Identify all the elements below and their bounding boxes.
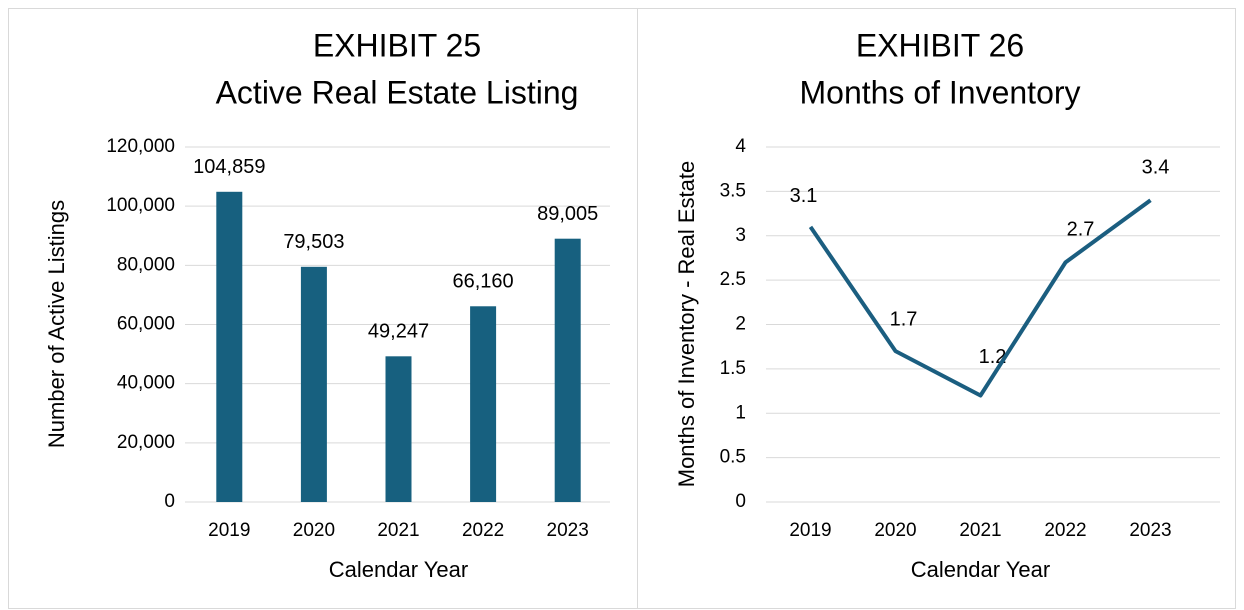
data-label: 3.1	[790, 185, 818, 207]
data-label: 2.7	[1067, 219, 1095, 241]
data-label: 104,859	[193, 156, 265, 178]
y-tick-label: 3	[735, 225, 746, 246]
y-tick-label: 2	[735, 314, 746, 335]
y-tick-label: 4	[735, 136, 746, 157]
x-tick-label: 2020	[874, 520, 916, 541]
x-tick-label: 2023	[547, 520, 589, 541]
chart-title: Active Real Estate Listing	[216, 74, 579, 110]
x-tick-label: 2022	[1044, 520, 1086, 541]
y-tick-label: 0.5	[720, 447, 746, 468]
x-tick-label: 2019	[208, 520, 250, 541]
y-tick-label: 100,000	[106, 195, 175, 216]
x-tick-label: 2022	[462, 520, 504, 541]
y-tick-label: 40,000	[117, 373, 175, 394]
data-label: 1.7	[890, 308, 918, 330]
x-tick-label: 2021	[377, 520, 419, 541]
y-tick-label: 20,000	[117, 432, 175, 453]
bar	[385, 356, 412, 502]
data-label: 3.4	[1142, 157, 1170, 179]
y-tick-label: 80,000	[117, 254, 175, 275]
data-label: 66,160	[453, 271, 514, 293]
x-tick-label: 2019	[789, 520, 831, 541]
x-axis-label: Calendar Year	[911, 557, 1050, 582]
panel-border	[637, 8, 1236, 609]
data-label: 89,005	[537, 203, 598, 225]
x-tick-label: 2023	[1129, 520, 1171, 541]
y-tick-label: 3.5	[720, 180, 746, 201]
y-tick-label: 0	[735, 491, 746, 512]
bar	[300, 266, 327, 502]
y-tick-label: 0	[164, 491, 175, 512]
data-label: 49,247	[368, 321, 429, 343]
bar	[216, 191, 243, 503]
chart-title: EXHIBIT 25	[313, 27, 481, 63]
chart-title: EXHIBIT 26	[856, 27, 1024, 63]
line	[808, 198, 1152, 398]
y-tick-label: 1.5	[720, 358, 746, 379]
y-tick-label: 2.5	[720, 269, 746, 290]
chart-title: Months of Inventory	[799, 74, 1080, 110]
x-axis-label: Calendar Year	[329, 557, 468, 582]
x-tick-label: 2020	[293, 520, 335, 541]
x-tick-label: 2021	[959, 520, 1001, 541]
y-axis-label: Number of Active Listings	[44, 200, 69, 448]
data-label: 79,503	[283, 231, 344, 253]
y-axis-label: Months of Inventory - Real Estate	[674, 161, 699, 488]
y-tick-label: 120,000	[106, 136, 175, 157]
y-tick-label: 60,000	[117, 314, 175, 335]
y-tick-label: 1	[735, 402, 746, 423]
bar	[554, 238, 581, 502]
bar	[470, 306, 497, 502]
